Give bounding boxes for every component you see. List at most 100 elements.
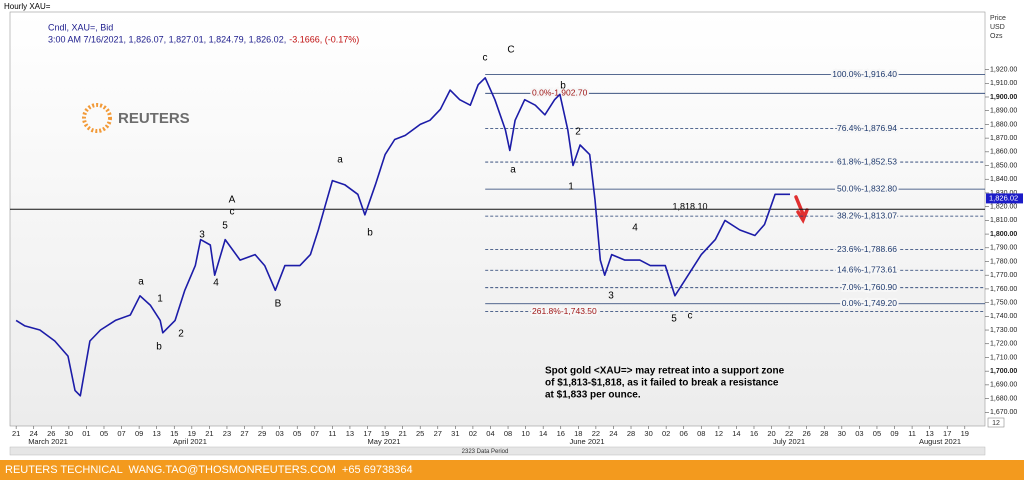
x-tick-label: 28	[627, 429, 635, 438]
x-tick-label: 04	[486, 429, 494, 438]
x-tick-label: 18	[574, 429, 582, 438]
x-tick-label: 22	[592, 429, 600, 438]
x-tick-label: 03	[855, 429, 863, 438]
y-tick-label: 1,670.00	[990, 409, 1017, 416]
chart-title: Hourly XAU=	[4, 2, 51, 11]
x-tick-label: 03	[275, 429, 283, 438]
wave-label: 1	[157, 294, 163, 305]
x-tick-label: 15	[170, 429, 178, 438]
x-tick-label: 02	[469, 429, 477, 438]
wave-label: 1	[568, 182, 574, 193]
axis-unit: USD	[990, 24, 1005, 31]
y-tick-label: 1,880.00	[990, 121, 1017, 128]
x-tick-label: 05	[293, 429, 301, 438]
x-tick-label: 13	[346, 429, 354, 438]
x-tick-label: 19	[961, 429, 969, 438]
fib-label: 50.0%-1,832.80	[837, 183, 897, 193]
x-tick-label: 24	[30, 429, 38, 438]
fib-label: 7.0%-1,760.90	[842, 282, 898, 292]
x-tick-label: 28	[820, 429, 828, 438]
corner: 12	[992, 420, 1000, 427]
footer: REUTERS TECHNICAL WANG.TAO@THOSMONREUTER…	[5, 464, 413, 476]
quote: 3:00 AM 7/16/2021, 1,826.07, 1,827.01, 1…	[48, 34, 286, 44]
y-tick-label: 1,840.00	[990, 176, 1017, 183]
x-tick-label: 13	[925, 429, 933, 438]
wave-label: c	[230, 207, 235, 218]
month-label: June 2021	[569, 437, 604, 446]
note: at $1,833 per ounce.	[545, 390, 641, 401]
x-tick-label: 05	[100, 429, 108, 438]
fib-label: 0.0%-1,749.20	[842, 298, 898, 308]
y-tick-label: 1,700.00	[990, 368, 1017, 375]
instrument: Cndl, XAU=, Bid	[48, 22, 113, 32]
x-tick-label: 22	[785, 429, 793, 438]
wave-label: c	[688, 311, 693, 322]
y-tick-label: 1,830.00	[990, 190, 1017, 197]
y-tick-label: 1,740.00	[990, 313, 1017, 320]
wave-label: 2	[575, 127, 581, 138]
logo: REUTERS	[82, 103, 190, 133]
axis-unit: Price	[990, 15, 1006, 22]
x-tick-label: 16	[557, 429, 565, 438]
y-tick-label: 1,810.00	[990, 217, 1017, 224]
x-tick-label: 05	[873, 429, 881, 438]
fib-label: 23.6%-1,788.66	[837, 244, 897, 254]
x-tick-label: 30	[644, 429, 652, 438]
x-tick-label: 06	[680, 429, 688, 438]
wave-label: 5	[222, 221, 228, 232]
month-label: March 2021	[28, 437, 68, 446]
x-tick-label: 20	[767, 429, 775, 438]
x-tick-label: 08	[504, 429, 512, 438]
fib-label: 61.8%-1,852.53	[837, 156, 897, 166]
y-tick-label: 1,910.00	[990, 80, 1017, 87]
footer-bar	[0, 460, 1024, 480]
month-label: April 2021	[173, 437, 207, 446]
y-tick-label: 1,900.00	[990, 94, 1017, 101]
note: Spot gold <XAU=> may retreat into a supp…	[545, 366, 785, 377]
x-tick-label: 09	[890, 429, 898, 438]
month-label: August 2021	[919, 437, 961, 446]
fib-label: 0.0%-1,902.70	[532, 88, 588, 98]
y-tick-label: 1,890.00	[990, 108, 1017, 115]
axis-unit: Ozs	[990, 33, 1003, 40]
logo-mark	[82, 103, 112, 133]
wave-label: b	[367, 228, 373, 239]
wave-label: 4	[213, 278, 219, 289]
x-tick-label: 11	[328, 429, 336, 438]
x-tick-label: 21	[205, 429, 213, 438]
month-label: July 2021	[773, 437, 805, 446]
x-tick-label: 17	[943, 429, 951, 438]
x-tick-label: 11	[908, 429, 916, 438]
x-tick-label: 16	[750, 429, 758, 438]
x-tick-label: 26	[47, 429, 55, 438]
h-line-label: 1,818.10	[672, 202, 707, 212]
x-tick-label: 10	[521, 429, 529, 438]
x-tick-label: 07	[311, 429, 319, 438]
wave-label: B	[275, 299, 282, 310]
month-label: May 2021	[368, 437, 401, 446]
wave-label: b	[156, 342, 162, 353]
y-tick-label: 1,820.00	[990, 204, 1017, 211]
fib-label: 14.6%-1,773.61	[837, 265, 897, 275]
x-tick-label: 23	[223, 429, 231, 438]
data-period: 2323 Data Period	[462, 449, 509, 455]
y-tick-label: 1,690.00	[990, 382, 1017, 389]
wave-label: a	[138, 277, 144, 288]
x-tick-label: 26	[803, 429, 811, 438]
wave-label: a	[510, 165, 516, 176]
x-tick-label: 30	[65, 429, 73, 438]
x-tick-label: 12	[715, 429, 723, 438]
x-tick-label: 07	[117, 429, 125, 438]
logo-text: REUTERS	[118, 110, 190, 127]
y-tick-label: 1,730.00	[990, 327, 1017, 334]
y-tick-label: 1,760.00	[990, 286, 1017, 293]
y-tick-label: 1,870.00	[990, 135, 1017, 142]
x-tick-label: 19	[381, 429, 389, 438]
x-tick-label: 25	[416, 429, 424, 438]
wave-label: 2	[178, 329, 184, 340]
x-tick-label: 01	[82, 429, 90, 438]
y-tick-label: 1,920.00	[990, 66, 1017, 73]
wave-label: c	[483, 53, 488, 64]
fib-label: 261.8%-1,743.50	[532, 306, 597, 316]
